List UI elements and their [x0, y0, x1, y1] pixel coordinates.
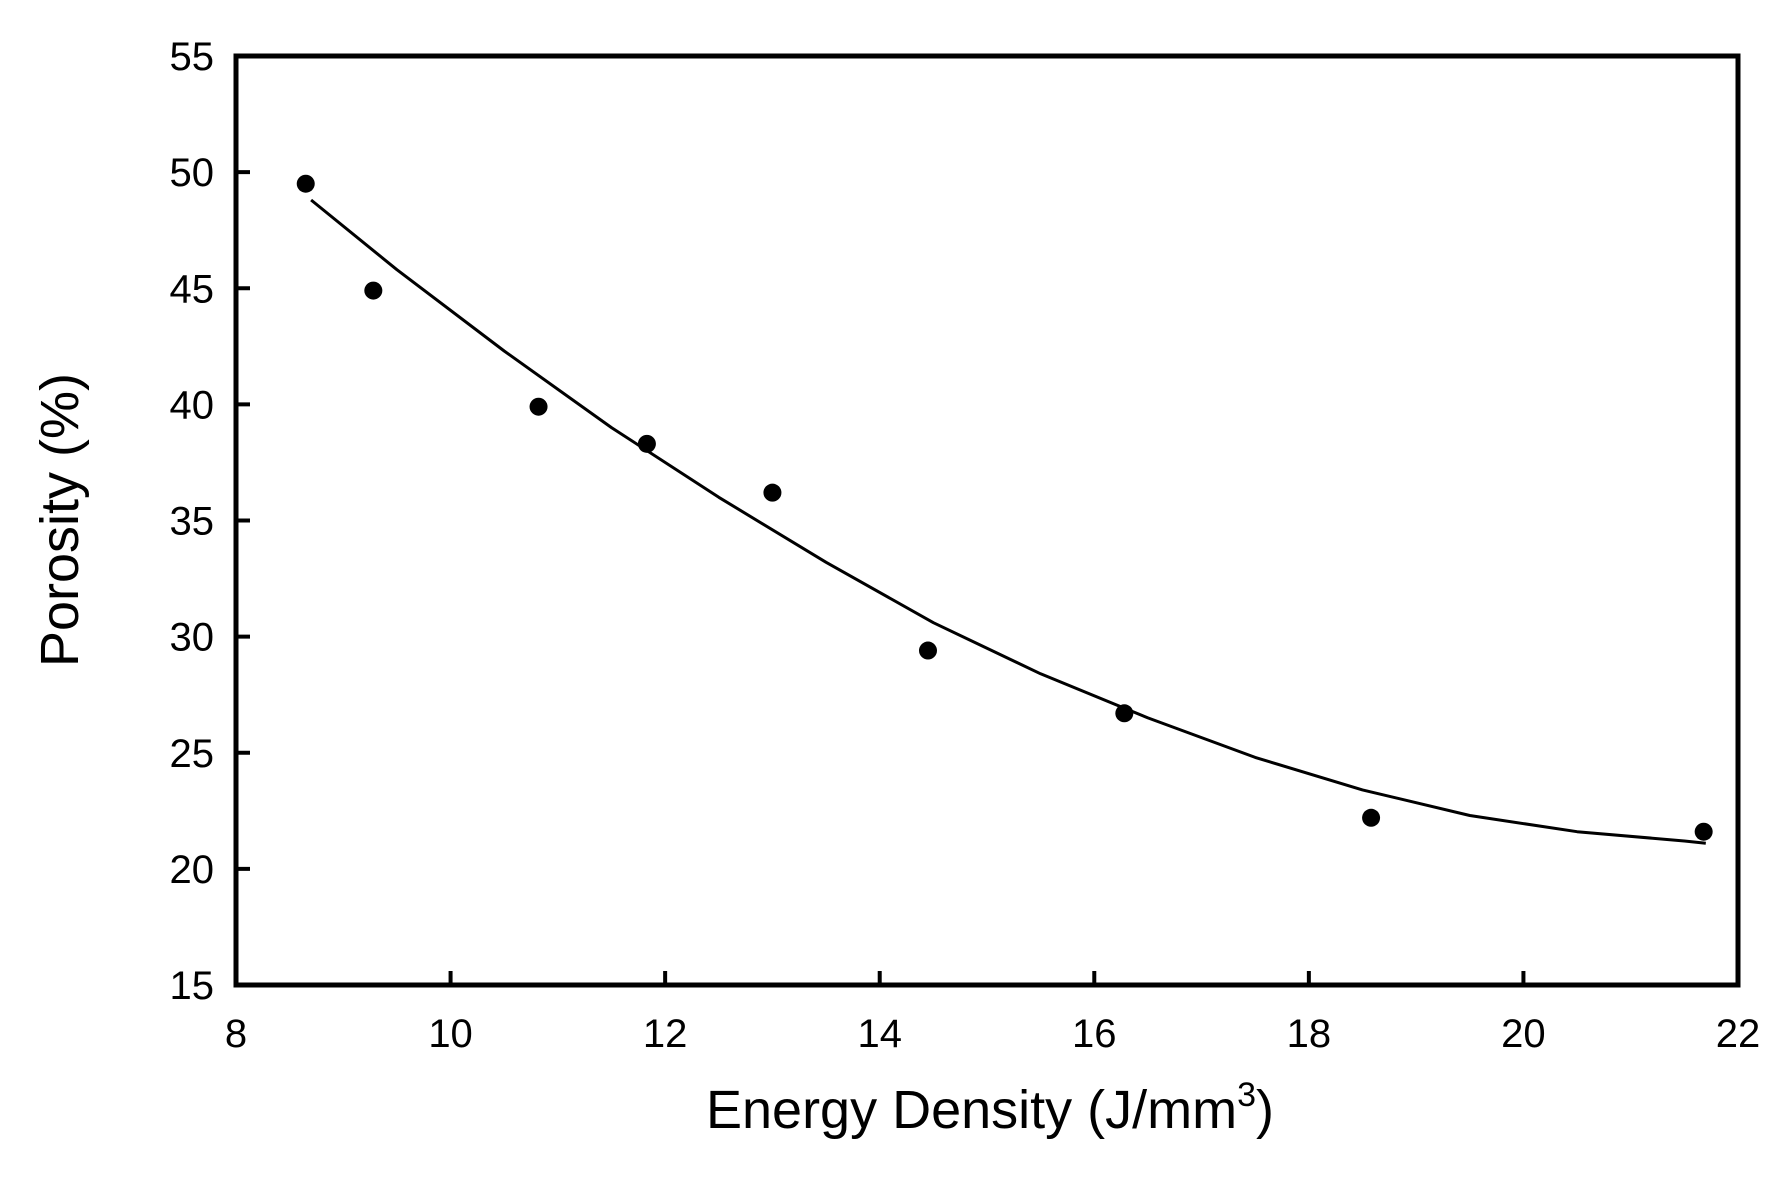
x-tick-label: 16: [1072, 1012, 1117, 1056]
y-tick-label: 40: [170, 383, 215, 427]
x-tick-label: 12: [643, 1012, 688, 1056]
y-tick-label: 55: [170, 35, 215, 79]
y-tick-label: 35: [170, 500, 215, 544]
ticks-layer: 8 10 12 14 16 18 20 22 15 20 25 30 35 40 45 50 55: [170, 35, 1761, 1056]
data-point: [763, 483, 782, 502]
data-point: [1115, 704, 1134, 723]
x-tick-label: 8: [225, 1012, 247, 1056]
trendline-curve: [310, 198, 1706, 845]
y-axis-title: Porosity (%): [30, 373, 90, 667]
x-axis-title: Energy Density (J/mm3): [706, 1076, 1274, 1140]
data-point: [1362, 808, 1381, 827]
series-layer: [296, 174, 1713, 845]
y-tick-label: 45: [170, 267, 215, 311]
x-axis-title-main: Energy Density (J/mm: [706, 1080, 1237, 1140]
x-axis-title-suffix: ): [1256, 1080, 1274, 1140]
y-tick-label: 50: [170, 151, 215, 195]
data-point: [296, 174, 315, 193]
y-tick-label: 15: [170, 964, 215, 1008]
x-tick-label: 22: [1716, 1012, 1761, 1056]
data-point: [918, 641, 937, 660]
y-tick-label: 30: [170, 616, 215, 660]
data-point: [637, 434, 656, 453]
x-tick-label: 14: [857, 1012, 902, 1056]
data-point: [364, 281, 383, 300]
axes-layer: [233, 53, 1741, 988]
x-tick-label: 10: [428, 1012, 473, 1056]
x-tick-label: 20: [1501, 1012, 1546, 1056]
data-point: [1694, 822, 1713, 841]
y-tick-label: 25: [170, 732, 215, 776]
x-tick-label: 18: [1287, 1012, 1332, 1056]
y-tick-label: 20: [170, 848, 215, 892]
x-axis-title-superscript: 3: [1237, 1076, 1256, 1114]
data-point: [529, 397, 548, 416]
plot-frame: [233, 53, 1741, 988]
